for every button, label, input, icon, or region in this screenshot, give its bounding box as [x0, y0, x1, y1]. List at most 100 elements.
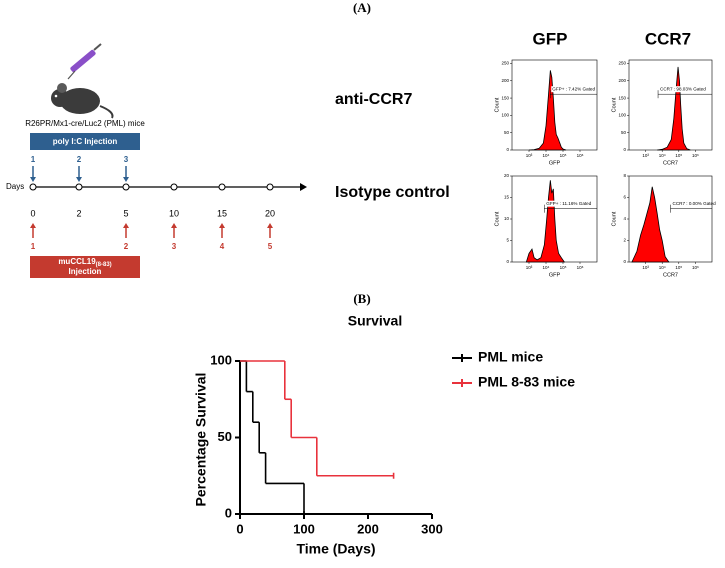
x-axis-label: GFP [549, 160, 561, 166]
axis-label: Days [6, 182, 24, 191]
panel-label: (B) [353, 291, 370, 306]
poly-box [30, 133, 140, 150]
y-tick-label: 5 [506, 238, 509, 243]
y-axis-label: Percentage Survival [193, 373, 209, 507]
y-tick-label: 4 [623, 216, 626, 221]
day-marker [75, 183, 83, 191]
x-tick-label: 100 [293, 521, 315, 536]
panel-label: (A) [353, 0, 371, 15]
gate-label: CCR7 : 0.00% Gated [673, 201, 717, 206]
y-tick-label: 50 [621, 130, 627, 135]
day-marker [122, 183, 130, 191]
ccl-number: 1 [31, 242, 36, 251]
x-tick-label: 10⁴ [543, 153, 550, 158]
day-label: 15 [217, 208, 227, 218]
arrow-head [30, 177, 36, 182]
y-tick-label: 250 [618, 61, 626, 66]
y-tick-label: 200 [618, 78, 626, 83]
x-tick-label: 10³ [526, 265, 533, 270]
row-label: anti-CCR7 [335, 91, 412, 108]
gate-label-box [671, 200, 711, 207]
day-marker [170, 183, 178, 191]
x-tick-label: 10³ [642, 153, 649, 158]
column-title: CCR7 [645, 29, 691, 48]
arrow-head [267, 223, 273, 228]
y-tick-label: 100 [210, 352, 232, 367]
x-axis-label: GFP [549, 272, 561, 278]
poly-number: 3 [124, 155, 129, 164]
x-tick-label: 10⁶ [692, 265, 699, 270]
day-label: 0 [30, 208, 35, 218]
chart-title: Survival [348, 313, 402, 329]
gate-label: GFP+ : 7.42% Gated [552, 86, 595, 91]
arrow-head [123, 223, 129, 228]
y-tick-label: 0 [623, 147, 626, 152]
ccl-subscript: (8-83) [96, 262, 112, 268]
day-label: 10 [169, 208, 179, 218]
legend-label: PML mice [478, 349, 543, 365]
day-marker [218, 183, 226, 191]
gate-label: CCR7 : 98.03% Gated [660, 86, 706, 91]
gate-label-box [551, 86, 596, 93]
y-tick-label: 8 [623, 173, 626, 178]
mouse-label: R26PR/Mx1-cre/Luc2 (PML) mice [25, 119, 145, 128]
ccl-number: 4 [220, 242, 225, 251]
x-tick-label: 10⁶ [577, 153, 584, 158]
y-tick-label: 0 [506, 147, 509, 152]
poly-number: 2 [77, 155, 82, 164]
day-label: 5 [123, 208, 128, 218]
x-tick-label: 10⁶ [577, 265, 584, 270]
x-tick-label: 10³ [642, 265, 649, 270]
arrow-head [300, 183, 307, 191]
y-tick-label: 150 [618, 95, 626, 100]
gate-label: GFP+ : 11.16% Gated [546, 201, 591, 206]
day-label: 20 [265, 208, 275, 218]
y-tick-label: 50 [218, 429, 232, 444]
ccl-number: 2 [124, 242, 129, 251]
arrow-head [30, 223, 36, 228]
y-tick-label: 100 [501, 113, 509, 118]
x-tick-label: 10⁵ [560, 265, 567, 270]
x-tick-label: 10⁴ [659, 153, 666, 158]
arrow-head [219, 223, 225, 228]
x-tick-label: 0 [236, 521, 243, 536]
day-marker [29, 183, 37, 191]
mouse-icon [51, 43, 114, 119]
ccl-box [30, 256, 140, 278]
y-tick-label: 20 [504, 173, 510, 178]
y-tick-label: 15 [504, 195, 510, 200]
y-axis-label: Count [611, 211, 617, 226]
poly-box-label: poly I:C Injection [53, 137, 118, 146]
x-tick-label: 10⁵ [675, 265, 682, 270]
ccl-box-label: muCCL19(8-83) [58, 257, 111, 267]
y-tick-label: 2 [623, 238, 626, 243]
arrow-head [76, 177, 82, 182]
day-marker [266, 183, 274, 191]
x-tick-label: 300 [421, 521, 443, 536]
x-tick-label: 10⁵ [560, 153, 567, 158]
x-tick-label: 200 [357, 521, 379, 536]
y-tick-label: 100 [618, 113, 626, 118]
ccl-number: 5 [268, 242, 273, 251]
x-tick-label: 10⁴ [659, 265, 666, 270]
y-axis-label: Count [494, 97, 500, 112]
ccl-name: muCCL19 [58, 257, 96, 266]
y-tick-label: 150 [501, 95, 509, 100]
y-axis-label: Count [611, 97, 617, 112]
histogram [528, 70, 567, 151]
poly-number: 1 [31, 155, 36, 164]
histogram [631, 186, 670, 263]
column-title: GFP [533, 29, 568, 48]
histogram [525, 180, 566, 263]
row-label: Isotype control [335, 184, 450, 201]
legend-label: PML 8-83 mice [478, 374, 575, 390]
y-tick-label: 200 [501, 78, 509, 83]
y-tick-label: 250 [501, 61, 509, 66]
ccl-box-label: Injection [69, 267, 102, 276]
x-tick-label: 10³ [526, 153, 533, 158]
x-tick-label: 10⁶ [692, 153, 699, 158]
y-tick-label: 50 [504, 130, 510, 135]
gate-label-box [659, 86, 711, 93]
x-tick-label: 10⁵ [675, 153, 682, 158]
